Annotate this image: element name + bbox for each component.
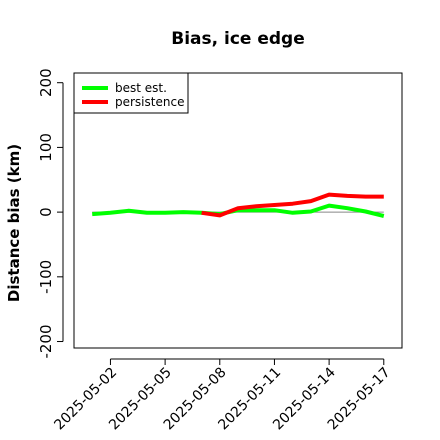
y-tick-label: -100 <box>37 260 55 294</box>
legend: best est. persistence <box>73 72 189 114</box>
series-layer <box>92 192 385 218</box>
x-axis: 2025-05-022025-05-052025-05-082025-05-11… <box>51 358 394 433</box>
legend-label-best-est: best est. <box>115 81 167 95</box>
y-tick-label: 200 <box>37 68 55 97</box>
chart-title: Bias, ice edge <box>171 29 305 49</box>
series-line-persistence <box>201 192 384 218</box>
y-axis: -200 -100 0 100 200 <box>37 68 64 359</box>
legend-label-persistence: persistence <box>115 95 184 109</box>
plot-frame <box>73 72 403 349</box>
y-tick-label: 100 <box>37 133 55 162</box>
y-tick-label: 0 <box>37 207 55 217</box>
y-axis-label: Distance bias (km) <box>5 144 23 302</box>
legend-box <box>73 72 189 114</box>
y-tick-label: -200 <box>37 325 55 359</box>
